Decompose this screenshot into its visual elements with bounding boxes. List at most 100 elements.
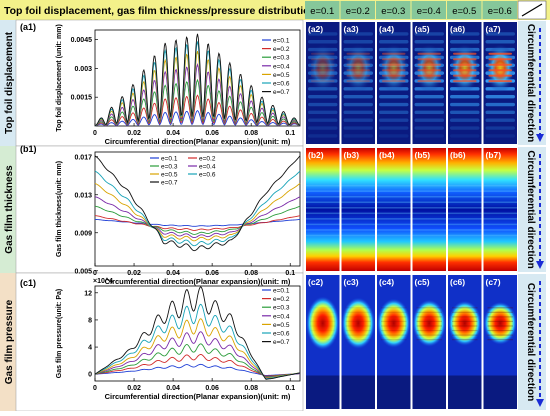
heatmap-tile: (a3)	[342, 22, 376, 144]
x-tick-label: 0.08	[244, 385, 258, 392]
heatmap-label: (a5)	[415, 24, 430, 34]
row-side-label: Top foil displacement	[4, 31, 15, 134]
heatmap-label: (c3)	[344, 277, 359, 287]
y-tick-label: 0.0015	[71, 95, 93, 102]
panel-label: (c1)	[20, 278, 36, 288]
y-axis-label: Gas film pressure(unit: Pa)	[56, 289, 63, 378]
heatmap-tile: (b7)	[484, 148, 518, 271]
eccentricity-label: e=0.4	[417, 6, 441, 17]
legend-label: e=0.6	[273, 81, 290, 88]
heatmap-label: (b6)	[450, 150, 466, 160]
right-direction-label: Circumferential direction	[525, 283, 536, 401]
x-tick-label: 0.04	[166, 385, 180, 392]
x-tick-label: 0.08	[244, 130, 258, 137]
y-tick-label: 0.009	[74, 230, 92, 237]
x-tick-label: 0.06	[205, 270, 219, 277]
heatmap-label: (b7)	[486, 150, 502, 160]
legend-label: e=0.5	[273, 72, 290, 79]
heatmap-tile: (b2)	[306, 148, 340, 271]
legend-label: e=0.6	[199, 172, 216, 179]
y-tick-label: 0.003	[74, 66, 92, 73]
x-tick-label: 0.1	[285, 385, 295, 392]
heatmap-label: (a2)	[308, 24, 323, 34]
right-direction-label: Circumferential direction	[525, 24, 536, 142]
heatmap-tile: (a5)	[413, 22, 447, 144]
heatmap-tile: (a4)	[377, 22, 411, 144]
legend-label: e=0.1	[161, 156, 178, 163]
heatmap-tile: (a6)	[448, 22, 482, 144]
legend-label: e=0.2	[273, 296, 290, 303]
eccentricity-label: e=0.3	[381, 6, 405, 17]
x-axis-label: Circumferential direction(Planar expansi…	[105, 277, 291, 286]
panel-label: (b1)	[20, 144, 37, 154]
heatmap-tile: (c2)	[306, 275, 340, 409]
x-tick-label: 0.06	[205, 130, 219, 137]
heatmap-tile: (c6)	[448, 275, 482, 409]
x-tick-label: 0.08	[244, 270, 258, 277]
heatmap-label: (c2)	[308, 277, 323, 287]
heatmap-tile: (a2)	[306, 22, 340, 144]
heatmap-tile: (b6)	[448, 148, 482, 271]
x-tick-label: 0.1	[285, 130, 295, 137]
legend-label: e=0.1	[273, 288, 290, 295]
heatmap-tile: (a7)	[484, 22, 518, 144]
legend-label: e=0.4	[199, 164, 216, 171]
y-tick-label: 4	[88, 345, 92, 352]
x-tick-label: 0	[93, 385, 97, 392]
legend-label: e=0.2	[273, 46, 290, 53]
heatmap-tile: (c7)	[484, 275, 518, 409]
legend-label: e=0.3	[161, 164, 178, 171]
heatmap-label: (c5)	[415, 277, 430, 287]
heatmap-tile: (b4)	[377, 148, 411, 271]
x-tick-label: 0	[93, 130, 97, 137]
x-tick-label: 0.06	[205, 385, 219, 392]
heatmap-label: (b4)	[379, 150, 395, 160]
y-axis-label: Gas film thickness(unit: mm)	[56, 161, 63, 257]
heatmap-tile: (b5)	[413, 148, 447, 271]
heatmap-tile: (c4)	[377, 275, 411, 409]
heatmap-label: (a7)	[486, 24, 501, 34]
y-tick-label: 0	[88, 372, 92, 379]
row-side-label: Gas film pressure	[4, 299, 15, 384]
heatmap-tile: (c3)	[342, 275, 376, 409]
heatmap-label: (b2)	[308, 150, 324, 160]
legend-label: e=0.7	[273, 339, 290, 346]
legend-label: e=0.1	[273, 38, 290, 45]
heatmap-tile: (b3)	[342, 148, 376, 271]
figure-title: Top foil displacement, gas film thicknes…	[4, 5, 316, 17]
y-axis-label: Top foil displacement (unit: mm)	[56, 24, 63, 132]
panel-label: (a1)	[20, 22, 36, 32]
heatmap-tile: (c5)	[413, 275, 447, 409]
heatmap-label: (a4)	[379, 24, 394, 34]
y-exponent-label: ×10^4	[93, 277, 113, 285]
eccentricity-label: e=0.2	[346, 6, 370, 17]
x-tick-label: 0.04	[166, 270, 180, 277]
heatmap-label: (c6)	[450, 277, 465, 287]
eccentricity-label: e=0.5	[452, 6, 476, 17]
heatmap-label: (c7)	[486, 277, 501, 287]
heatmap-label: (c4)	[379, 277, 394, 287]
x-axis-label: Circumferential direction(Planar expansi…	[105, 137, 291, 146]
row-side-label: Gas film thickness	[4, 165, 15, 254]
y-tick-label: 8	[88, 317, 92, 324]
legend-label: e=0.7	[161, 180, 178, 187]
eccentricity-label: e=0.6	[488, 6, 512, 17]
legend-label: e=0.2	[199, 156, 216, 163]
y-tick-label: 12	[84, 290, 92, 297]
legend-label: e=0.3	[273, 55, 290, 62]
legend-label: e=0.5	[161, 172, 178, 179]
x-tick-label: 0.04	[166, 130, 180, 137]
x-tick-label: 0.02	[127, 130, 141, 137]
x-tick-label: 0.02	[127, 270, 141, 277]
y-tick-label: 0.013	[74, 192, 92, 199]
right-direction-label: Circumferential direction	[525, 150, 536, 268]
heatmap-label: (a6)	[450, 24, 465, 34]
legend-label: e=0.3	[273, 305, 290, 312]
heatmap-label: (b3)	[344, 150, 360, 160]
y-tick-label: 0.005	[74, 268, 92, 275]
x-tick-label: 0.02	[127, 385, 141, 392]
heatmap-label: (a3)	[344, 24, 359, 34]
y-tick-label: 0.017	[74, 154, 92, 161]
